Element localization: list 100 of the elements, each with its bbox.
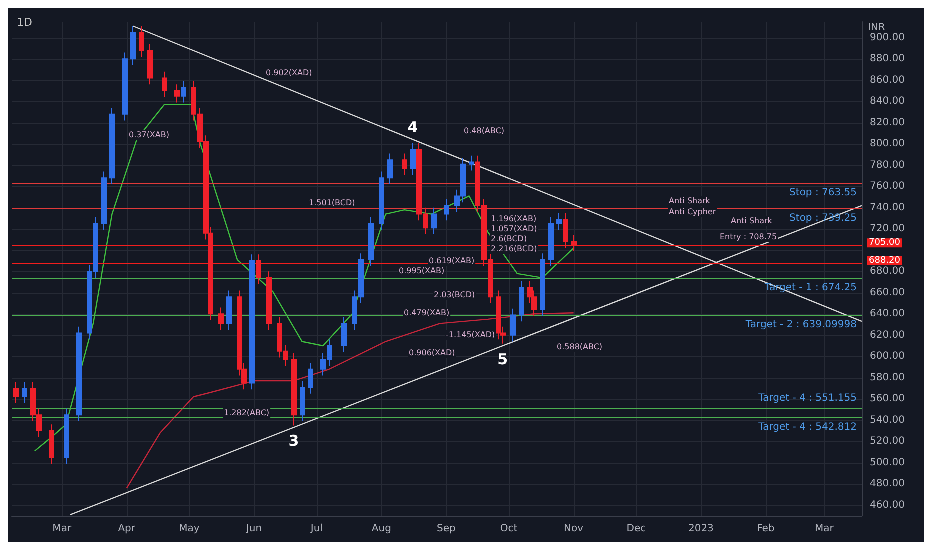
annotation: 4: [408, 118, 418, 137]
candlestick: [300, 380, 305, 422]
candlestick: [122, 52, 128, 122]
annotation: 0.37(XAB): [129, 130, 170, 140]
y-tick-label: 660.00: [870, 287, 905, 298]
candlestick: [540, 253, 545, 317]
candlestick: [249, 254, 255, 390]
ref-line-label: Target - 4 : 542.812: [758, 422, 857, 433]
annotation: 0.906(XAD): [409, 348, 456, 358]
candlestick: [49, 424, 54, 464]
candlestick: [64, 408, 69, 464]
x-tick-label: Feb: [757, 524, 775, 534]
annotation: 0.995(XAB): [399, 266, 445, 276]
candlestick: [22, 382, 27, 404]
chart-title: 1D: [17, 16, 32, 29]
x-tick-label: Aug: [372, 524, 392, 534]
x-tick-label: Jun: [245, 524, 262, 534]
x-tick-label: May: [179, 524, 200, 534]
candlestick: [162, 71, 167, 98]
candlestick: [147, 44, 153, 86]
y-tick-label: 520.00: [870, 436, 905, 448]
x-tick-label: Oct: [500, 524, 518, 534]
candlestick: [291, 352, 297, 426]
x-tick-label: Sep: [436, 524, 456, 534]
y-tick-label: 780.00: [870, 160, 905, 171]
candlestick: [308, 362, 313, 394]
annotation: 5: [498, 350, 508, 368]
candlestick: [402, 153, 407, 176]
annotation: 1.196(XAB): [491, 214, 537, 224]
annotation: Anti Shark: [731, 216, 773, 226]
annotation: 0.619(XAB): [429, 256, 475, 266]
candlestick: [431, 207, 437, 235]
y-tick-label: 680.00: [870, 266, 905, 278]
y-tick-label: 860.00: [870, 74, 905, 86]
candlestick: [510, 308, 516, 342]
candlestick: [181, 80, 186, 104]
annotation: Entry : 708.75: [720, 232, 778, 242]
annotation: 2.03(BCD): [434, 290, 476, 300]
y-tick-label: 460.00: [870, 500, 905, 511]
x-tick-label: Jul: [310, 524, 323, 534]
candlestick: [101, 171, 107, 231]
candlestick: [556, 212, 562, 231]
y-tick-label: 540.00: [870, 414, 905, 426]
candlestick: [410, 142, 416, 176]
candlestick: [379, 171, 384, 231]
annotation: -1.145(XAD): [446, 330, 496, 340]
candlestick: [226, 290, 232, 331]
y-tick-label: 800.00: [870, 138, 905, 150]
annotation: 1.501(BCD): [309, 198, 356, 208]
candlestick: [174, 84, 180, 104]
candlestick: [13, 382, 19, 404]
candlestick: [130, 26, 136, 66]
ref-line-label: Target - 2 : 639.09998: [744, 320, 857, 331]
annotation: 2.216(BCD): [491, 244, 538, 254]
annotation: Anti Shark: [669, 196, 711, 206]
y-axis-title: INR: [868, 22, 886, 34]
y-tick-label: 760.00: [870, 181, 905, 192]
y-tick-label: 820.00: [870, 117, 905, 128]
y-tick-label: 880.00: [870, 54, 905, 65]
candlestick: [266, 271, 272, 331]
annotation: 0.902(XAD): [266, 68, 312, 78]
x-tick-label: Mar: [814, 524, 835, 534]
x-tick-label: Nov: [564, 524, 584, 534]
y-tick-label: 900.00: [870, 32, 905, 44]
y-tick-label: 500.00: [870, 457, 905, 468]
annotation: 2.6(BCD): [491, 234, 528, 244]
candlestick: [387, 153, 393, 186]
annotation: 0.48(ABC): [464, 126, 504, 136]
annotation: 1.282(ABC): [224, 408, 270, 418]
ref-line-label: 705.00: [869, 238, 901, 248]
candlestick: [368, 216, 374, 267]
y-tick-label: 580.00: [870, 372, 905, 384]
candlestick: [109, 108, 115, 186]
candlestick: [519, 280, 524, 322]
annotation: 3: [288, 432, 300, 450]
x-tick-label: Dec: [626, 524, 646, 534]
candlestick: [341, 316, 347, 353]
candlestick: [218, 307, 224, 331]
candlestick: [444, 198, 449, 222]
y-tick-label: 840.00: [870, 96, 905, 108]
candlestick: [139, 26, 144, 58]
y-tick-label: 600.00: [870, 351, 905, 362]
candlestick: [76, 326, 82, 422]
ref-line-label: 688.20: [869, 256, 901, 266]
candlestick: [548, 216, 554, 267]
y-tick-label: 720.00: [870, 224, 905, 235]
annotation: Anti Cypher: [669, 208, 717, 216]
y-tick-label: 640.00: [870, 308, 905, 320]
annotation: 0.479(XAB): [404, 308, 450, 318]
ref-line-label: Stop : 763.55: [790, 187, 857, 198]
y-tick-label: 560.00: [870, 394, 905, 405]
candlestick: [469, 155, 474, 172]
y-tick-label: 740.00: [870, 202, 905, 214]
x-tick-label: Apr: [118, 524, 136, 534]
x-tick-label: Mar: [52, 524, 72, 534]
annotation: 1.057(XAD): [491, 224, 538, 234]
ref-line-label: Target - 4 : 551.155: [758, 393, 857, 404]
y-tick-label: 480.00: [870, 478, 905, 490]
x-tick-label: 2023: [688, 524, 714, 534]
annotation: 0.588(ABC): [557, 342, 603, 352]
